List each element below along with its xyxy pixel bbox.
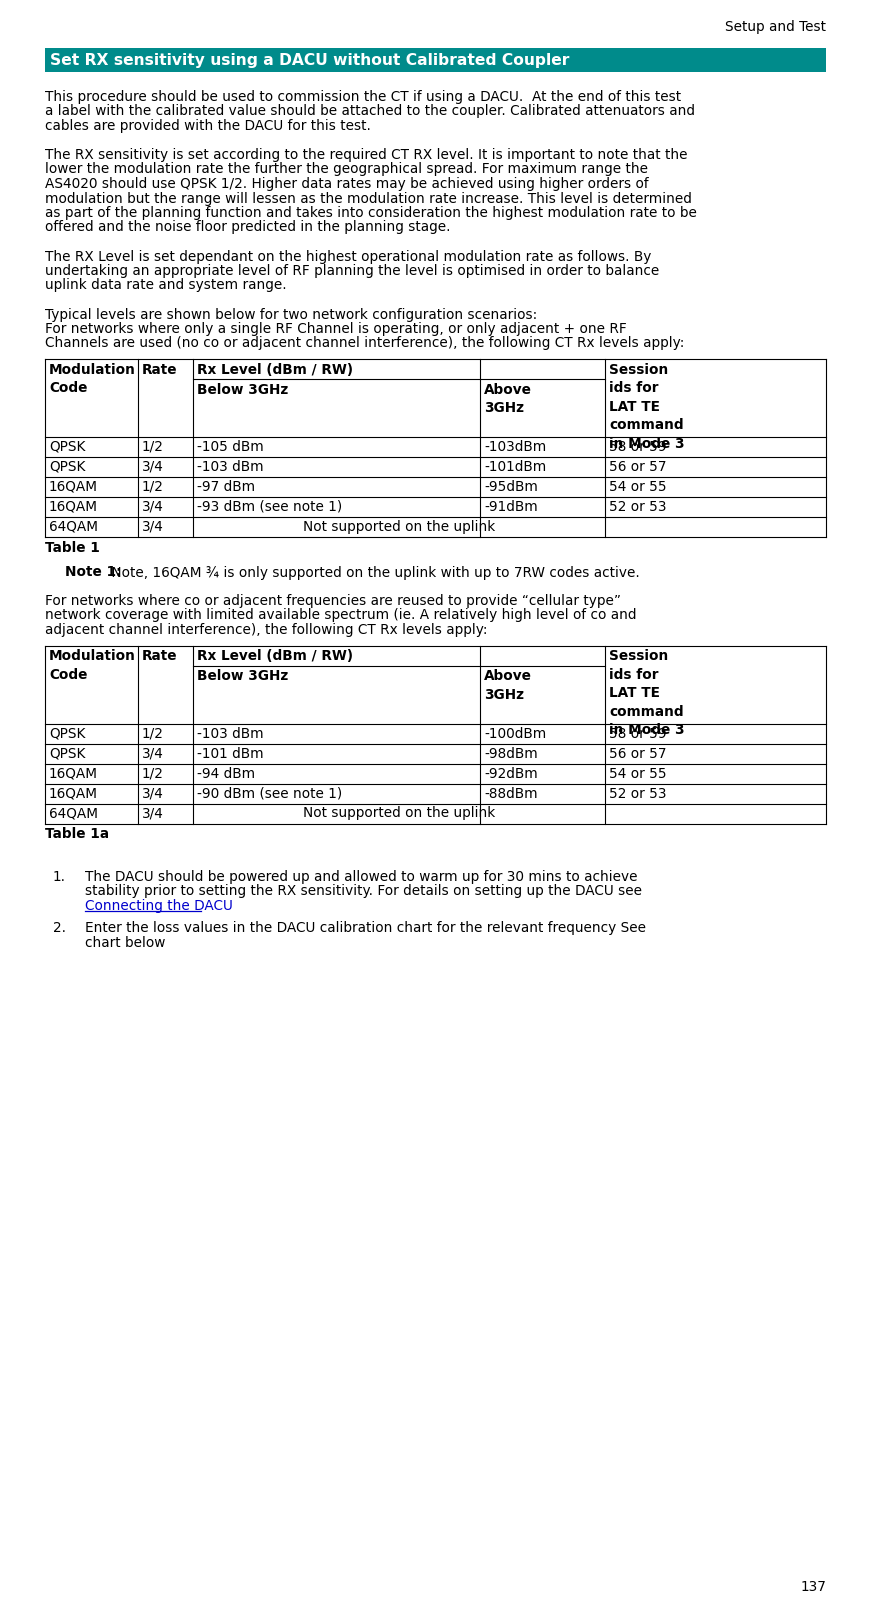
Text: as part of the planning function and takes into consideration the highest modula: as part of the planning function and tak… xyxy=(45,206,697,219)
Text: 16QAM: 16QAM xyxy=(49,766,98,781)
Text: Rate: Rate xyxy=(142,650,178,664)
Text: Channels are used (no co or adjacent channel interference), the following CT Rx : Channels are used (no co or adjacent cha… xyxy=(45,336,685,350)
Text: 3/4: 3/4 xyxy=(142,787,164,800)
Text: 1/2: 1/2 xyxy=(142,766,164,781)
Text: Below 3GHz: Below 3GHz xyxy=(197,382,288,397)
Text: 3/4: 3/4 xyxy=(142,461,164,474)
Text: 52 or 53: 52 or 53 xyxy=(609,787,666,800)
Text: 1/2: 1/2 xyxy=(142,726,164,741)
Text: The RX sensitivity is set according to the required CT RX level. It is important: The RX sensitivity is set according to t… xyxy=(45,149,687,162)
Text: -93 dBm (see note 1): -93 dBm (see note 1) xyxy=(197,499,342,514)
Text: -94 dBm: -94 dBm xyxy=(197,766,255,781)
Text: 56 or 57: 56 or 57 xyxy=(609,747,666,760)
Text: uplink data rate and system range.: uplink data rate and system range. xyxy=(45,278,287,293)
Text: 52 or 53: 52 or 53 xyxy=(609,499,666,514)
Text: The RX Level is set dependant on the highest operational modulation rate as foll: The RX Level is set dependant on the hig… xyxy=(45,250,652,264)
Text: 3/4: 3/4 xyxy=(142,747,164,760)
Text: network coverage with limited available spectrum (ie. A relatively high level of: network coverage with limited available … xyxy=(45,608,637,622)
Text: Setup and Test: Setup and Test xyxy=(725,19,826,34)
Text: Modulation
Code: Modulation Code xyxy=(49,650,136,682)
Text: 64QAM: 64QAM xyxy=(49,806,98,821)
Text: a label with the calibrated value should be attached to the coupler. Calibrated : a label with the calibrated value should… xyxy=(45,104,695,118)
Text: Modulation
Code: Modulation Code xyxy=(49,363,136,395)
Text: QPSK: QPSK xyxy=(49,461,85,474)
Text: QPSK: QPSK xyxy=(49,726,85,741)
Text: -90 dBm (see note 1): -90 dBm (see note 1) xyxy=(197,787,342,800)
Text: Enter the loss values in the DACU calibration chart for the relevant frequency S: Enter the loss values in the DACU calibr… xyxy=(85,922,646,936)
Text: Note 1:: Note 1: xyxy=(65,565,121,579)
Text: lower the modulation rate the further the geographical spread. For maximum range: lower the modulation rate the further th… xyxy=(45,163,648,176)
Text: Rx Level (dBm / RW): Rx Level (dBm / RW) xyxy=(197,650,353,664)
Text: 2.: 2. xyxy=(53,922,66,936)
Text: 137: 137 xyxy=(800,1581,826,1594)
Text: 3/4: 3/4 xyxy=(142,806,164,821)
Text: undertaking an appropriate level of RF planning the level is optimised in order : undertaking an appropriate level of RF p… xyxy=(45,264,659,278)
Text: 1.: 1. xyxy=(53,870,66,883)
Text: Not supported on the uplink: Not supported on the uplink xyxy=(303,520,495,534)
Text: -88dBm: -88dBm xyxy=(484,787,537,800)
Text: 3/4: 3/4 xyxy=(142,520,164,534)
Text: -100dBm: -100dBm xyxy=(484,726,546,741)
Text: -103 dBm: -103 dBm xyxy=(197,726,264,741)
Text: -101dBm: -101dBm xyxy=(484,461,546,474)
Text: QPSK: QPSK xyxy=(49,440,85,454)
Text: Typical levels are shown below for two network configuration scenarios:: Typical levels are shown below for two n… xyxy=(45,307,537,322)
Bar xyxy=(45,48,826,72)
Text: Connecting the DACU: Connecting the DACU xyxy=(85,899,233,912)
Text: Table 1a: Table 1a xyxy=(45,827,109,842)
Text: -92dBm: -92dBm xyxy=(484,766,537,781)
Text: 58 or 59: 58 or 59 xyxy=(609,440,666,454)
Text: -103dBm: -103dBm xyxy=(484,440,546,454)
Text: 16QAM: 16QAM xyxy=(49,480,98,494)
Text: Rate: Rate xyxy=(142,363,178,378)
Text: 16QAM: 16QAM xyxy=(49,787,98,800)
Text: -103 dBm: -103 dBm xyxy=(197,461,264,474)
Text: 54 or 55: 54 or 55 xyxy=(609,766,666,781)
Text: Table 1: Table 1 xyxy=(45,541,100,555)
Text: offered and the noise floor predicted in the planning stage.: offered and the noise floor predicted in… xyxy=(45,221,450,235)
Text: Session
ids for
LAT TE
command
in Mode 3: Session ids for LAT TE command in Mode 3 xyxy=(609,650,685,738)
Text: -97 dBm: -97 dBm xyxy=(197,480,255,494)
Text: This procedure should be used to commission the CT if using a DACU.  At the end : This procedure should be used to commiss… xyxy=(45,90,681,104)
Text: Session
ids for
LAT TE
command
in Mode 3: Session ids for LAT TE command in Mode 3 xyxy=(609,363,685,451)
Text: -98dBm: -98dBm xyxy=(484,747,537,760)
Text: chart below: chart below xyxy=(85,936,165,950)
Text: -101 dBm: -101 dBm xyxy=(197,747,264,760)
Text: Above
3GHz: Above 3GHz xyxy=(484,669,532,702)
Text: Below 3GHz: Below 3GHz xyxy=(197,669,288,683)
Text: AS4020 should use QPSK 1/2. Higher data rates may be achieved using higher order: AS4020 should use QPSK 1/2. Higher data … xyxy=(45,178,649,190)
Text: 1/2: 1/2 xyxy=(142,480,164,494)
Text: QPSK: QPSK xyxy=(49,747,85,760)
Text: -95dBm: -95dBm xyxy=(484,480,538,494)
Text: modulation but the range will lessen as the modulation rate increase. This level: modulation but the range will lessen as … xyxy=(45,192,692,205)
Text: 16QAM: 16QAM xyxy=(49,499,98,514)
Text: Not supported on the uplink: Not supported on the uplink xyxy=(303,806,495,821)
Text: Rx Level (dBm / RW): Rx Level (dBm / RW) xyxy=(197,363,353,378)
Text: For networks where only a single RF Channel is operating, or only adjacent + one: For networks where only a single RF Chan… xyxy=(45,322,627,336)
Text: 3/4: 3/4 xyxy=(142,499,164,514)
Text: 54 or 55: 54 or 55 xyxy=(609,480,666,494)
Text: adjacent channel interference), the following CT Rx levels apply:: adjacent channel interference), the foll… xyxy=(45,622,488,637)
Text: -91dBm: -91dBm xyxy=(484,499,537,514)
Text: Note, 16QAM ¾ is only supported on the uplink with up to 7RW codes active.: Note, 16QAM ¾ is only supported on the u… xyxy=(107,565,640,579)
Text: For networks where co or adjacent frequencies are reused to provide “cellular ty: For networks where co or adjacent freque… xyxy=(45,594,621,608)
Text: 1/2: 1/2 xyxy=(142,440,164,454)
Text: -105 dBm: -105 dBm xyxy=(197,440,264,454)
Text: 56 or 57: 56 or 57 xyxy=(609,461,666,474)
Text: stability prior to setting the RX sensitivity. For details on setting up the DAC: stability prior to setting the RX sensit… xyxy=(85,885,642,898)
Text: Set RX sensitivity using a DACU without Calibrated Coupler: Set RX sensitivity using a DACU without … xyxy=(50,53,570,67)
Text: The DACU should be powered up and allowed to warm up for 30 mins to achieve: The DACU should be powered up and allowe… xyxy=(85,870,638,883)
Text: cables are provided with the DACU for this test.: cables are provided with the DACU for th… xyxy=(45,118,371,133)
Text: 64QAM: 64QAM xyxy=(49,520,98,534)
Text: Above
3GHz: Above 3GHz xyxy=(484,382,532,416)
Text: 58 or 59: 58 or 59 xyxy=(609,726,666,741)
